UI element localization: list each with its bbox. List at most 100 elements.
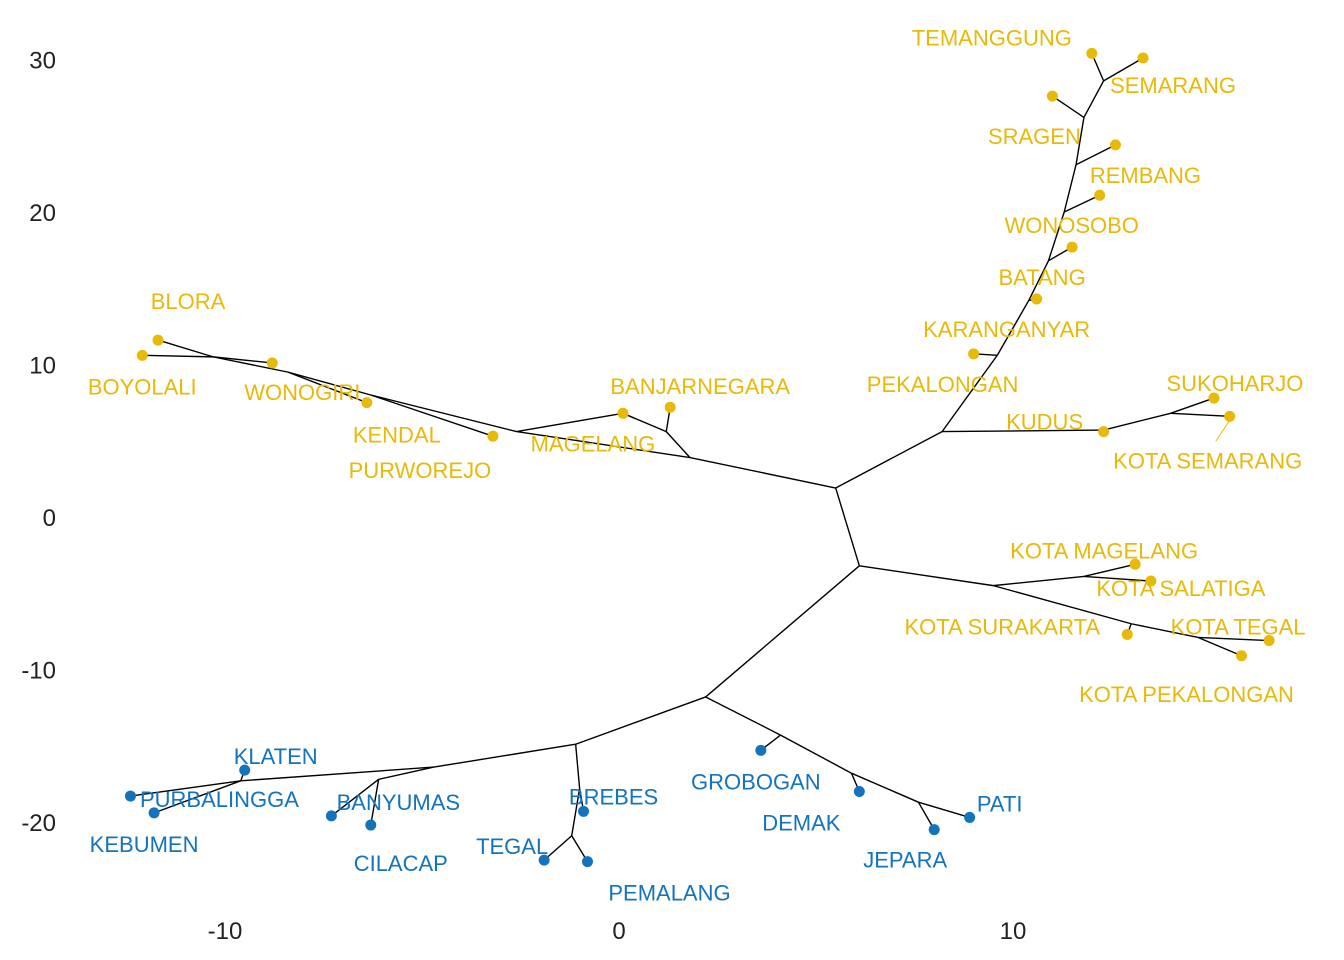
leaf-point-purworejo (487, 430, 499, 442)
leaf-point-karanganyar (1031, 293, 1043, 305)
tree-edge (330, 778, 380, 817)
leaf-point-blora (152, 334, 164, 346)
tree-edge (993, 575, 1084, 587)
tree-edge (1083, 563, 1136, 578)
tree-edge (942, 429, 1104, 433)
leaf-point-rembang (1109, 139, 1121, 151)
tree-edge (1075, 144, 1116, 166)
leaf-label-banyumas: BANYUMAS (337, 790, 460, 815)
leaf-point-batang (1066, 241, 1078, 253)
tree-edge (1063, 164, 1077, 213)
tree-edge (689, 456, 836, 489)
leaf-point-tegal (538, 854, 550, 866)
leaf-label-semarang: SEMARANG (1110, 73, 1236, 98)
tree-edge (157, 339, 214, 358)
tree-edge (851, 772, 919, 803)
leaf-label-magelang: MAGELANG (531, 431, 656, 456)
leaf-point-wonosobo (1094, 189, 1106, 201)
label-leaders (1215, 420, 1231, 442)
leaf-point-magelang (617, 407, 629, 419)
tree-edge (370, 779, 380, 826)
leaf-label-jepara: JEPARA (863, 848, 947, 873)
leaf-label-wonosobo: WONOSOBO (1004, 213, 1138, 238)
leaf-label-cilacap: CILACAP (354, 851, 448, 876)
tree-edge (516, 412, 624, 433)
leaf-label-brebes: BREBES (569, 784, 658, 809)
leaf-point-wonogiri (266, 357, 278, 369)
leaf-point-sukoharjo (1208, 392, 1220, 404)
leaf-label-kota-surakarta: KOTA SURAKARTA (904, 614, 1100, 639)
leaf-label-purworejo: PURWOREJO (349, 458, 492, 483)
x-tick-label: 0 (612, 918, 625, 945)
tree-edge (1197, 636, 1242, 657)
tree-edge (516, 430, 691, 459)
y-tick-label: 10 (29, 353, 56, 380)
leaf-point-kudus (1098, 426, 1110, 438)
y-tick-label: 20 (29, 200, 56, 227)
x-axis-ticks: -10 0 10 (208, 918, 1027, 945)
leaf-label-pekalongan: PEKALONGAN (867, 372, 1019, 397)
tree-edge (543, 835, 573, 861)
tree-edge (1083, 80, 1105, 118)
tree-edge (287, 371, 368, 404)
tree-edge (1170, 412, 1230, 418)
leaf-label-pemalang: PEMALANG (608, 881, 730, 906)
leaf-label-rembang: REMBANG (1090, 163, 1201, 188)
tree-edge (1170, 397, 1215, 414)
tree-edge (1075, 117, 1085, 165)
tree-edge (370, 394, 517, 433)
leaf-point-banyumas (325, 810, 337, 822)
x-tick-label: -10 (208, 918, 243, 945)
tree-edge (571, 788, 581, 836)
tree-edge (835, 430, 943, 489)
leaf-label-tegal: TEGAL (476, 834, 548, 859)
y-tick-label: -20 (21, 810, 56, 837)
leaf-point-pati (964, 811, 976, 823)
leaf-label-karanganyar: KARANGANYAR (923, 317, 1090, 342)
tree-edge (996, 300, 1030, 356)
tree-edge (130, 780, 241, 797)
leaf-point-pemalang (581, 856, 593, 868)
leaf-label-grobogan: GROBOGAN (691, 769, 821, 794)
leaf-point-temanggung (1086, 47, 1098, 59)
tree-edge (705, 696, 781, 736)
tree-edge (575, 696, 706, 745)
leaf-label-temanggung: TEMANGGUNG (912, 25, 1072, 50)
leaf-point-kota-salatiga (1145, 575, 1157, 587)
leaf-point-brebes (578, 805, 590, 817)
leaf-label-kota-pekalongan: KOTA PEKALONGAN (1079, 682, 1294, 707)
tree-edge (213, 356, 289, 373)
leaf-point-semarang (1137, 52, 1149, 64)
tree-edge (1028, 260, 1050, 301)
label-leader (1215, 420, 1231, 442)
leaf-label-kendal: KENDAL (353, 423, 441, 448)
tree-edge (378, 766, 434, 780)
leaf-label-banjarnegara: BANJARNEGARA (610, 374, 790, 399)
leaf-point-kendal (361, 397, 373, 409)
leaf-label-kebumen: KEBUMEN (90, 832, 199, 857)
tree-edge (993, 584, 1132, 625)
leaf-point-banjarnegara (664, 401, 676, 413)
leaf-point-kota-surakarta (1121, 628, 1133, 640)
tree-edge (705, 565, 860, 698)
leaf-label-pati: PATI (977, 791, 1023, 816)
tree-edge (835, 487, 861, 567)
leaf-label-klaten: KLATEN (234, 744, 318, 769)
y-tick-label: 30 (29, 48, 56, 75)
tree-edge (142, 354, 214, 358)
y-tick-label: -10 (21, 658, 56, 685)
y-tick-label: 0 (43, 505, 56, 532)
tree-edge (1103, 412, 1171, 431)
tree-edge (622, 412, 667, 433)
tree-edge (859, 565, 994, 587)
leaf-point-cilacap (365, 819, 377, 831)
tree-edge (1103, 57, 1144, 82)
leaf-label-kota-semarang: KOTA SEMARANG (1113, 448, 1302, 473)
tree-edge (370, 394, 494, 437)
leaf-point-kebumen (148, 807, 160, 819)
leaf-point-klaten (239, 764, 251, 776)
tree-edge (665, 431, 691, 458)
leaf-points (124, 47, 1275, 868)
leaf-point-grobogan (755, 744, 767, 756)
